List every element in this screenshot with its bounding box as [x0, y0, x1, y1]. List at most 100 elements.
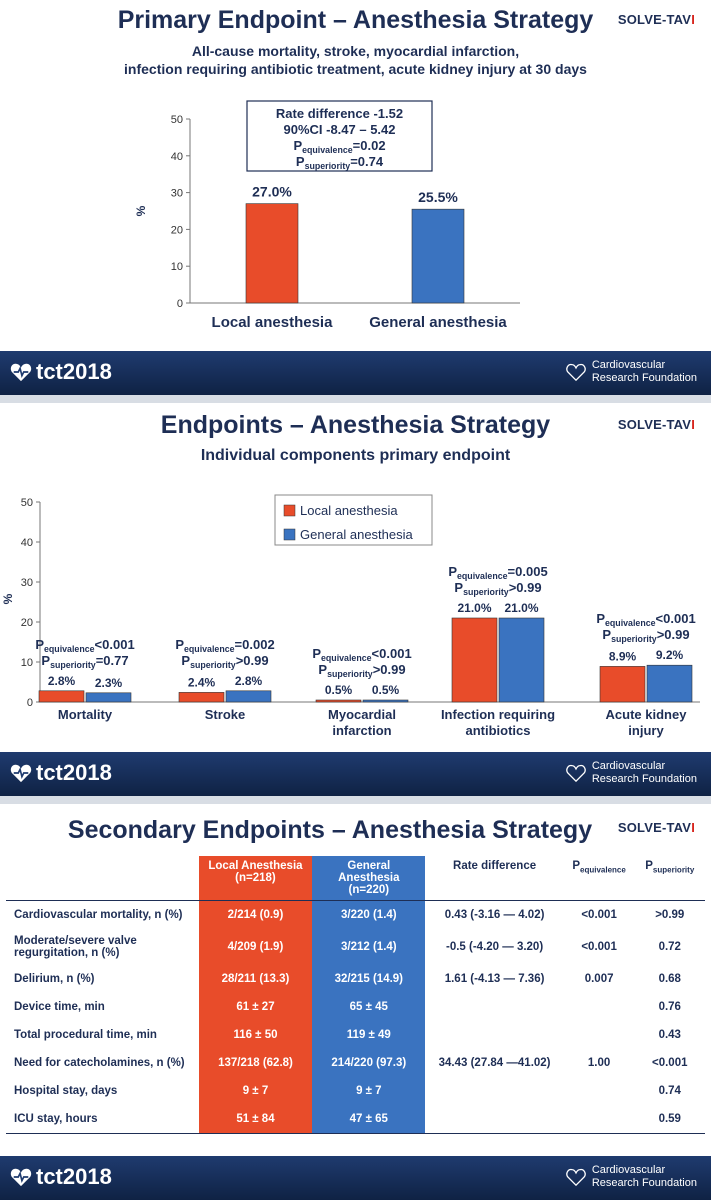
annotation-rate-difference: Rate difference -1.52: [276, 106, 403, 121]
table-row: Cardiovascular mortality, n (%) 2/214 (0.…: [6, 900, 705, 929]
category-label: Infection requiring: [441, 707, 555, 722]
heart-icon: [10, 363, 32, 382]
legend-entry: Local anesthesia: [300, 503, 398, 518]
rate-difference-cell: [425, 1021, 563, 1049]
slide-title: Endpoints – Anesthesia Strategy: [160, 411, 551, 439]
p-equivalence-cell: [564, 1077, 635, 1105]
annotation-ci: 90%CI -8.47 – 5.42: [283, 122, 395, 137]
p-superiority-cell: >0.99: [655, 909, 685, 921]
header-p-superiority: Psuperiority: [634, 856, 705, 901]
general-value-cell: 32/215 (14.9): [312, 965, 426, 993]
header-general: General Anesthesia (n=220): [312, 856, 426, 901]
data-label: 2.8%: [48, 674, 76, 688]
legend-swatch: [283, 504, 296, 517]
endpoint-cell: Need for catecholamines, n (%): [14, 1057, 185, 1069]
crf-logo: Cardiovascular Research Foundation: [566, 359, 697, 385]
general-value-cell: 3/220 (1.4): [312, 900, 426, 929]
secondary-endpoints-table: Local Anesthesia (n=218) General Anesthe…: [6, 856, 705, 1134]
solve-tavi-logo: SOLVE-TAVI: [617, 12, 695, 27]
rate-difference-cell: 34.43 (27.84 —41.02): [438, 1057, 551, 1069]
category-label: General anesthesia: [369, 314, 507, 331]
y-axis-label: %: [1, 593, 15, 604]
tct-logo: tct2018: [10, 760, 112, 786]
category-label: injury: [628, 723, 664, 738]
category-label: infarction: [332, 723, 391, 738]
slide-subtitle: Individual components primary endpoint: [200, 447, 511, 464]
category-label: Local anesthesia: [212, 314, 334, 331]
slide-title: Primary Endpoint – Anesthesia Strategy: [117, 6, 594, 34]
p-superiority-cell: 0.76: [658, 1001, 681, 1013]
rate-difference-cell: 1.61 (-4.13 — 7.36): [444, 973, 545, 985]
legend-entry: General anesthesia: [300, 527, 414, 542]
p-equivalence-cell: [564, 993, 635, 1021]
category-label: Mortality: [58, 707, 113, 722]
data-label: 8.9%: [609, 649, 637, 663]
heart-icon: [566, 363, 586, 381]
p-superiority-label: Psuperiority>0.99: [318, 662, 405, 679]
p-superiority-label: Psuperiority>0.99: [602, 627, 689, 644]
category-label: Stroke: [205, 707, 245, 722]
heart-icon: [10, 764, 32, 783]
y-tick-label: 40: [21, 537, 33, 549]
p-equivalence-cell: 1.00: [587, 1057, 611, 1069]
y-tick-label: 10: [171, 261, 183, 273]
bar-4-0: [599, 666, 646, 703]
legend-swatch: [283, 528, 296, 541]
bar-4-1: [646, 664, 693, 703]
endpoint-cell: Moderate/severe valve regurgitation, n (…: [14, 935, 137, 959]
solve-tavi-logo: SOLVE-TAVI: [617, 417, 695, 432]
data-label: 0.5%: [372, 683, 400, 697]
y-tick-label: 10: [21, 657, 33, 669]
category-label: Myocardial: [328, 707, 396, 722]
slide-title: Secondary Endpoints – Anesthesia Strateg…: [67, 816, 593, 844]
p-superiority-cell: 0.72: [658, 941, 681, 953]
primary-endpoint-bar-chart: 0 10 20 30 40 50% 27.0% Local anesthesia 25.5% Ge…: [134, 100, 520, 331]
bar-2-0: [315, 699, 362, 703]
bar-0: [245, 203, 299, 304]
data-label: 21.0%: [457, 601, 491, 615]
annotation-p-superiority: Psuperiority=0.74: [296, 154, 384, 171]
endpoint-cell: Total procedural time, min: [14, 1029, 157, 1041]
general-value-cell: 65 ± 45: [312, 993, 426, 1021]
table-row: Moderate/severe valve regurgitation, n (…: [6, 929, 705, 965]
data-label: 2.8%: [235, 674, 263, 688]
local-value-cell: 4/209 (1.9): [198, 929, 313, 965]
table-header-row: Local Anesthesia (n=218) General Anesthe…: [6, 856, 705, 901]
bar-1: [411, 208, 465, 304]
p-equivalence-label: Pequivalence<0.001: [596, 611, 695, 628]
slide-individual-components: Endpoints – Anesthesia Strategy SOLVE-TA…: [0, 403, 711, 796]
p-equivalence-cell: 0.007: [584, 973, 614, 985]
p-equivalence-cell: <0.001: [581, 941, 617, 953]
endpoint-cell: Device time, min: [14, 1001, 105, 1013]
header-rate-difference: Rate difference: [425, 856, 564, 901]
bar-1-0: [178, 692, 225, 703]
general-value-cell: 47 ± 65: [312, 1105, 426, 1134]
y-tick-label: 30: [171, 188, 183, 200]
local-value-cell: 116 ± 50: [198, 1021, 313, 1049]
heart-icon: [566, 764, 586, 782]
crf-logo: Cardiovascular Research Foundation: [566, 760, 697, 786]
y-tick-label: 40: [171, 151, 183, 163]
table-row: Need for catecholamines, n (%) 137/218 (6…: [6, 1049, 705, 1077]
y-tick-label: 0: [27, 697, 33, 709]
p-equivalence-cell: <0.001: [581, 909, 617, 921]
endpoint-cell: Delirium, n (%): [14, 973, 95, 985]
local-value-cell: 9 ± 7: [198, 1077, 313, 1105]
local-value-cell: 137/218 (62.8): [198, 1049, 313, 1077]
rate-difference-cell: [425, 1077, 563, 1105]
bar-1-1: [225, 690, 272, 703]
p-superiority-label: Psuperiority>0.99: [181, 653, 268, 670]
slide-secondary-endpoints: Secondary Endpoints – Anesthesia Strateg…: [0, 804, 711, 1200]
data-label: 0.5%: [325, 683, 353, 697]
p-equivalence-label: Pequivalence=0.002: [175, 637, 274, 654]
endpoint-cell: Hospital stay, days: [14, 1085, 118, 1097]
data-label: 25.5%: [418, 189, 458, 205]
footer-bar: tct2018 Cardiovascular Research Foundatio…: [0, 752, 711, 796]
general-value-cell: 9 ± 7: [312, 1077, 426, 1105]
endpoint-cell: Cardiovascular mortality, n (%): [14, 909, 183, 921]
bar-3-0: [451, 617, 498, 703]
data-label: 2.4%: [188, 675, 216, 689]
slide-separator: [0, 796, 711, 804]
y-tick-label: 50: [171, 114, 183, 126]
